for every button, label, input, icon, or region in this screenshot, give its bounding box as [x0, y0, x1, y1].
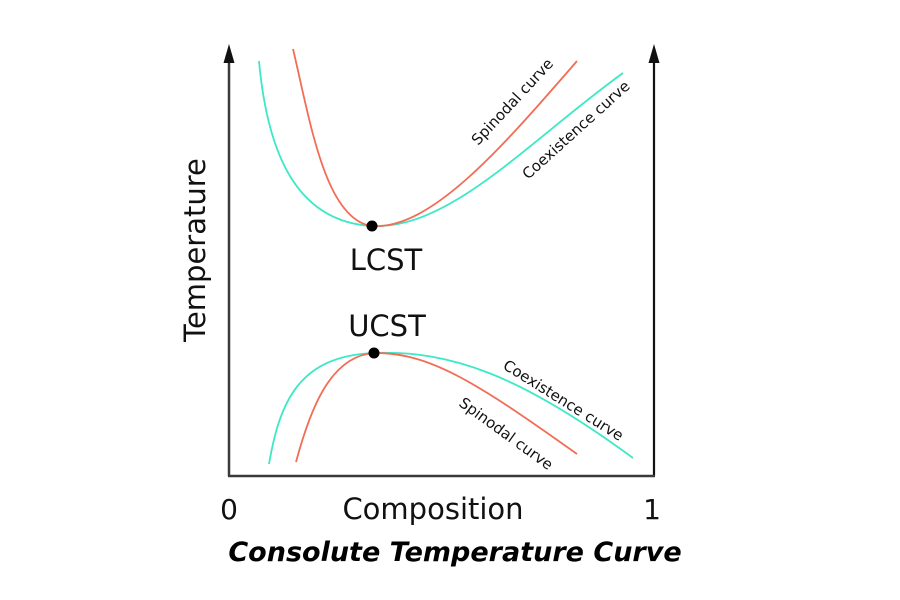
y-axis-arrow-icon: [223, 44, 235, 63]
y-axis-label: Temperature: [178, 158, 212, 343]
lcst-point: [366, 220, 378, 232]
x-axis-label: Composition: [342, 492, 523, 526]
y-axis: [223, 44, 235, 476]
ucst-point: [368, 347, 380, 359]
right-axis: [648, 44, 660, 476]
right-axis-arrow-icon: [648, 44, 660, 63]
x-axis-max-label: 1: [643, 493, 661, 526]
upper-coexistence-label: Coexistence curve: [519, 77, 634, 183]
lcst-label: LCST: [350, 243, 423, 277]
x-axis-min-label: 0: [220, 493, 238, 526]
diagram-title: Consolute Temperature Curve: [228, 537, 681, 568]
ucst-label: UCST: [348, 309, 426, 343]
